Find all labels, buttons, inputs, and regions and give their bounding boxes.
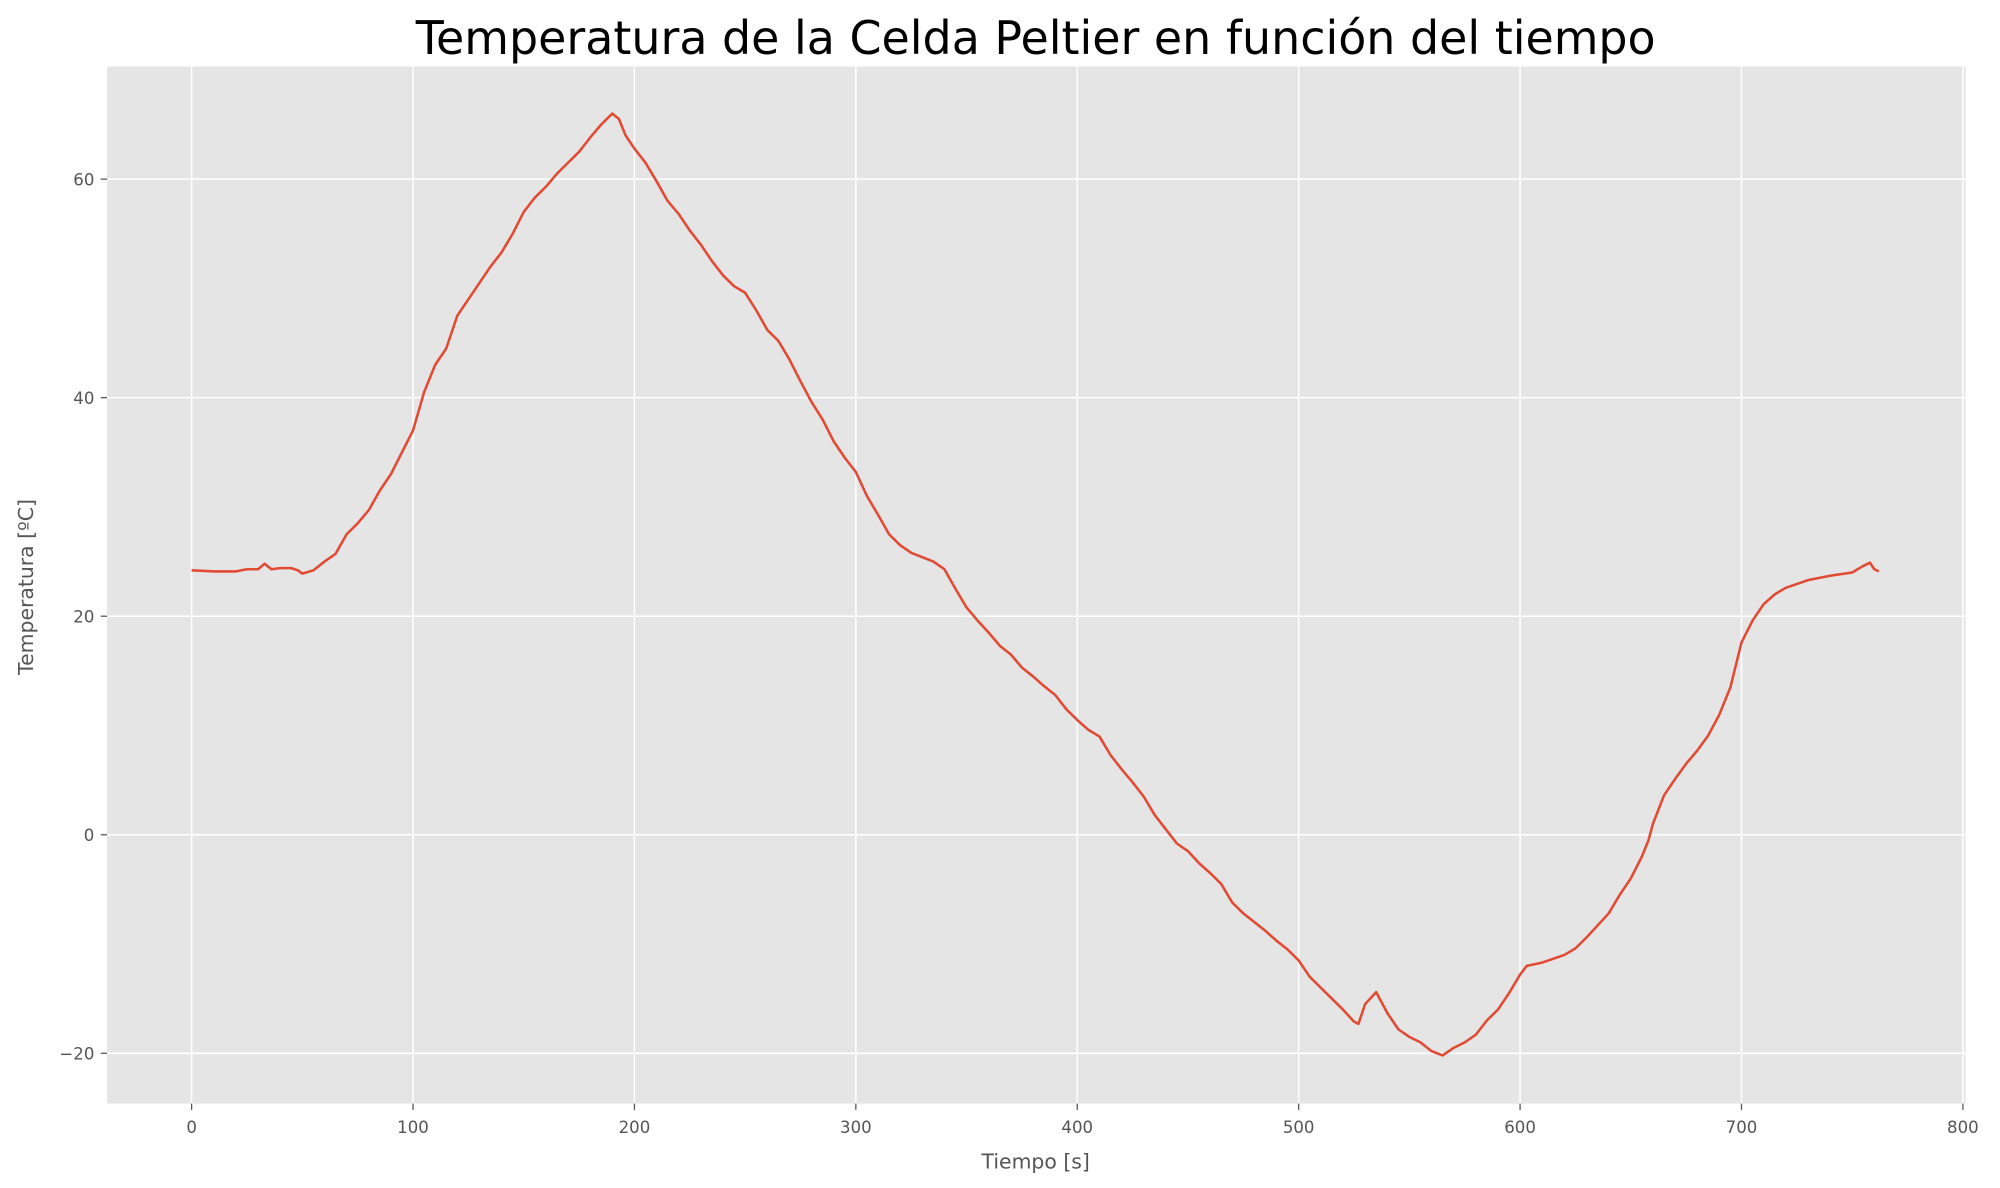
x-tick-label: 800 bbox=[1947, 1118, 1979, 1137]
plot-area bbox=[107, 66, 1966, 1104]
chart-title: Temperatura de la Celda Peltier en funci… bbox=[415, 11, 1656, 65]
data-line bbox=[191, 112, 1880, 1057]
y-tick-label: 20 bbox=[73, 608, 94, 627]
y-axis-label: Temperatura [ºC] bbox=[14, 499, 38, 676]
x-tick-label: 200 bbox=[619, 1118, 651, 1137]
y-tick-label: 40 bbox=[73, 389, 94, 408]
y-tick-label: 0 bbox=[84, 826, 95, 845]
x-tick-label: 0 bbox=[186, 1118, 197, 1137]
y-tick-label: 60 bbox=[73, 171, 94, 190]
x-tick-label: 300 bbox=[840, 1118, 872, 1137]
y-tick-label: −20 bbox=[59, 1045, 94, 1064]
x-tick-label: 700 bbox=[1726, 1118, 1758, 1137]
x-tick-label: 400 bbox=[1061, 1118, 1093, 1137]
x-tick-label: 500 bbox=[1283, 1118, 1315, 1137]
x-tick-label: 100 bbox=[397, 1118, 429, 1137]
x-axis-label: Tiempo [s] bbox=[981, 1150, 1090, 1174]
x-tick-label: 600 bbox=[1504, 1118, 1536, 1137]
